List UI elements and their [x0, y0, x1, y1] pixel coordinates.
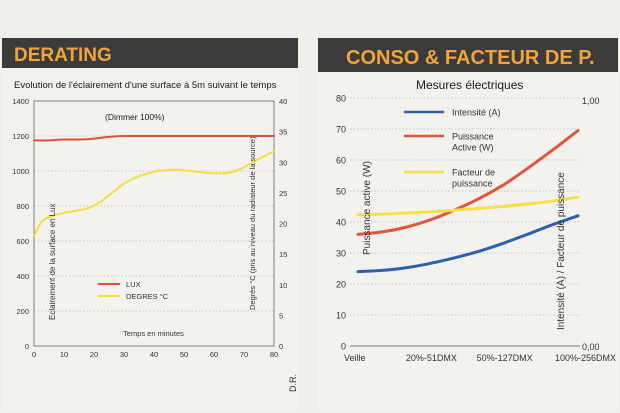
left-header-title: DERATING	[14, 45, 112, 66]
left-y2-tick-label: 0	[279, 342, 283, 351]
left-series-line	[33, 134, 275, 142]
right-header-bar	[318, 38, 618, 72]
left-x-tick-label: 50	[180, 350, 188, 359]
right-x-tick-label: 100%-256DMX	[555, 353, 616, 363]
left-panel	[2, 38, 298, 410]
left-y2-tick-label: 5	[279, 311, 283, 320]
left-x-tick-label: 0	[32, 350, 36, 359]
right-plot-area: 0 10 20 30 40 50 60 70 80 0,00 1,00 Veille 20%-51DMX…	[336, 94, 616, 364]
right-legend-label: Intensité (A)	[452, 108, 501, 118]
left-x-tick-label: 40	[150, 350, 158, 359]
left-y2-tick-label: 15	[279, 250, 287, 259]
left-y-tick-label: 0	[25, 342, 29, 351]
right-x-tick-label: Veille	[344, 353, 366, 363]
right-y-tick-label: 30	[336, 249, 346, 259]
left-y-tick-label: 600	[16, 237, 29, 246]
left-y2-tick-label: 35	[279, 128, 287, 137]
left-annotation: (Dimmer 100%)	[105, 112, 165, 122]
left-y2-tick-label: 25	[279, 189, 287, 198]
left-legend-label: LUX	[126, 280, 141, 289]
right-y-tick-label: 60	[336, 156, 346, 166]
left-x-axis-label: Temps en minutes	[123, 329, 184, 338]
left-y-tick-label: 200	[16, 307, 29, 316]
right-header-title: CONSO & FACTEUR DE P.	[346, 47, 595, 69]
right-y2-axis-label: Intensité (A) / Facteur de puissance	[556, 172, 567, 330]
left-y-tick-label: 1000	[12, 167, 29, 176]
left-x-tick-label: 80	[270, 350, 278, 359]
left-x-tick-label: 70	[240, 350, 248, 359]
left-x-tick-label: 60	[210, 350, 218, 359]
left-y2-axis-label: Degrés °C (pris au niveau du radiateur d…	[248, 136, 257, 310]
right-y2-tick-label: 1,00	[582, 96, 600, 106]
left-legend-label: DEGRES °C	[126, 292, 169, 301]
left-header-bar	[2, 38, 298, 68]
credit-label: D.R.	[288, 374, 298, 392]
right-series-line	[356, 195, 580, 217]
left-y-tick-label: 1200	[12, 132, 29, 141]
right-y-tick-label: 80	[336, 94, 346, 104]
left-y2-tick-label: 10	[279, 281, 287, 290]
left-x-tick-label: 20	[90, 350, 98, 359]
left-y-tick-label: 1400	[12, 97, 29, 106]
right-x-tick-label: 50%-127DMX	[477, 353, 533, 363]
left-y-tick-label: 400	[16, 272, 29, 281]
left-x-tick-label: 30	[120, 350, 128, 359]
left-y-axis-label: Eclairement de la surface en Lux	[48, 203, 57, 320]
right-legend-label: Puissance Active (W)	[452, 132, 494, 153]
left-y2-tick-label: 40	[279, 97, 287, 106]
right-y-tick-label: 50	[336, 187, 346, 197]
right-y-tick-label: 20	[336, 280, 346, 290]
left-plot-frame	[33, 100, 275, 347]
right-x-tick-label: 20%-51DMX	[406, 353, 457, 363]
right-y2-tick-label: 0,00	[582, 342, 600, 352]
right-y-tick-label: 70	[336, 125, 346, 135]
left-series-line	[33, 150, 275, 237]
right-legend-label: Facteur de puissance	[452, 168, 495, 189]
left-y-tick-label: 800	[16, 202, 29, 211]
left-chart-title: Evolution de l'éclairement d'une surface…	[14, 80, 277, 91]
right-chart-title: Mesures électriques	[416, 78, 523, 92]
right-y-tick-label: 0	[341, 342, 346, 352]
left-y2-tick-label: 20	[279, 220, 287, 229]
left-y2-tick-label: 30	[279, 158, 287, 167]
right-panel	[318, 38, 618, 410]
right-y-tick-label: 10	[336, 311, 346, 321]
right-series-line	[356, 214, 580, 274]
right-series-line	[356, 129, 580, 236]
right-y-axis-label: Puissance active (W)	[362, 161, 373, 255]
left-x-tick-label: 10	[60, 350, 68, 359]
left-plot-area: 0200400600800100012001400051015202530354…	[12, 97, 287, 359]
right-y-tick-label: 40	[336, 218, 346, 228]
